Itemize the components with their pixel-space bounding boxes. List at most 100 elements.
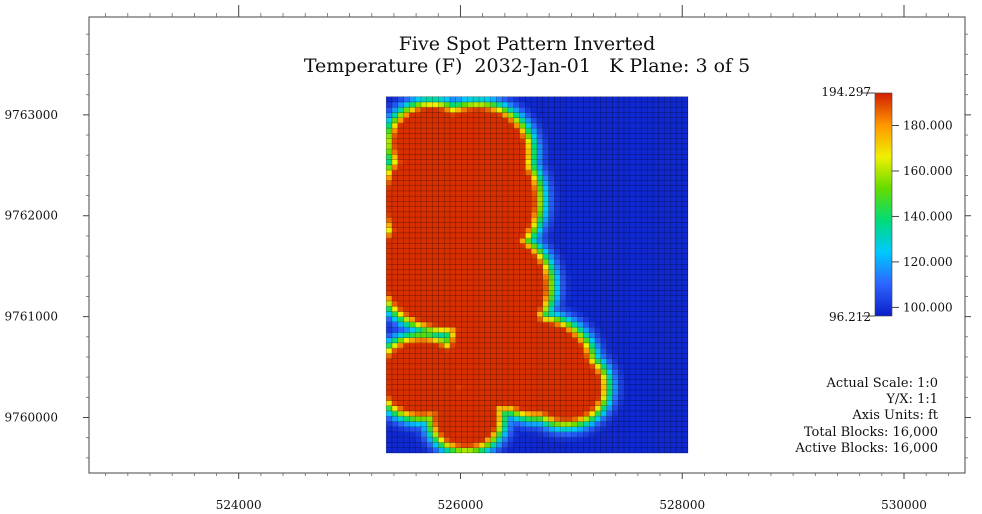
heat-cell — [600, 405, 607, 412]
heat-cell — [589, 321, 596, 328]
heat-cell — [438, 159, 445, 166]
heat-cell — [403, 122, 410, 129]
heat-layer — [386, 96, 689, 454]
heat-cell — [473, 143, 480, 150]
heat-cell — [432, 421, 439, 427]
heat-cell — [565, 253, 573, 260]
heat-cell — [496, 238, 503, 244]
heat-cell — [490, 426, 497, 433]
heat-cell — [496, 400, 503, 406]
heat-cell — [391, 154, 399, 160]
heat-cell — [577, 96, 584, 103]
heat-cell — [525, 264, 532, 270]
heat-cell — [484, 238, 491, 244]
heat-cell — [478, 431, 486, 438]
heat-cell — [681, 101, 689, 108]
heat-cell — [548, 321, 555, 328]
heat-cell — [565, 348, 573, 354]
heat-cell — [664, 316, 671, 323]
heat-cell — [652, 190, 660, 197]
heat-cell — [438, 348, 445, 354]
heat-cell — [403, 274, 410, 281]
heat-cell — [577, 133, 584, 139]
heat-cell — [525, 442, 532, 448]
heat-cell — [415, 431, 422, 438]
heat-cell — [415, 227, 422, 234]
heat-cell — [525, 353, 532, 359]
heat-cell — [600, 164, 607, 171]
heat-cell — [409, 159, 416, 166]
heat-cell — [577, 405, 584, 412]
heat-cell — [571, 389, 578, 396]
heat-cell — [681, 384, 689, 391]
heat-cell — [664, 206, 671, 213]
heat-cell — [635, 107, 642, 113]
heat-cell — [403, 96, 410, 103]
heat-cell — [420, 306, 428, 312]
heat-cell — [612, 300, 619, 307]
heat-cell — [681, 306, 689, 312]
heat-cell — [403, 211, 410, 218]
heat-cell — [571, 384, 578, 391]
heat-cell — [571, 96, 578, 103]
heat-cell — [449, 117, 457, 124]
heat-cell — [502, 201, 509, 207]
heat-cell — [612, 138, 619, 145]
heat-cell — [409, 248, 416, 255]
heat-cell — [467, 248, 474, 255]
heat-cell — [484, 290, 491, 297]
heat-cell — [652, 442, 660, 448]
heat-cell — [600, 154, 607, 160]
heat-cell — [542, 316, 549, 323]
heat-cell — [473, 379, 480, 386]
heat-cell — [676, 138, 683, 145]
heat-cell — [554, 107, 561, 113]
heat-cell — [432, 437, 439, 443]
heat-cell — [513, 227, 520, 234]
heat-cell — [606, 431, 613, 438]
heat-cell — [455, 269, 462, 276]
heat-cell — [513, 154, 520, 160]
heat-cell — [432, 379, 439, 386]
heat-cell — [455, 348, 462, 354]
heat-cell — [664, 426, 671, 433]
heat-cell — [565, 180, 573, 187]
heat-cell — [571, 206, 578, 213]
heat-cell — [484, 389, 491, 396]
heat-cell — [600, 101, 607, 108]
heat-cell — [548, 264, 555, 270]
heat-cell — [420, 327, 428, 333]
heat-cell — [658, 374, 665, 380]
heat-cell — [438, 337, 445, 344]
heat-cell — [676, 410, 683, 417]
heat-cell — [438, 133, 445, 139]
heat-cell — [432, 395, 439, 401]
heat-cell — [449, 337, 457, 344]
heat-cell — [461, 196, 468, 202]
heat-cell — [606, 311, 613, 317]
heat-cell — [432, 175, 439, 181]
heat-cell — [565, 164, 573, 171]
heat-cell — [670, 259, 677, 265]
heat-cell — [426, 410, 433, 417]
heat-cell — [461, 112, 468, 118]
heat-cell — [536, 400, 544, 406]
heat-cell — [618, 253, 625, 260]
heat-cell — [397, 447, 404, 454]
heat-cell — [681, 311, 689, 317]
heat-cell — [670, 447, 677, 454]
heat-cell — [386, 143, 393, 150]
heat-cell — [467, 311, 474, 317]
heat-cell — [681, 159, 689, 166]
heat-cell — [670, 154, 677, 160]
heat-cell — [525, 253, 532, 260]
heat-cell — [502, 400, 509, 406]
heat-cell — [565, 400, 573, 406]
heat-cell — [426, 389, 433, 396]
heat-cell — [490, 206, 497, 213]
heat-cell — [670, 117, 677, 124]
heat-cell — [618, 243, 625, 249]
heat-cell — [658, 327, 665, 333]
heat-cell — [386, 128, 393, 134]
heat-cell — [681, 112, 689, 118]
